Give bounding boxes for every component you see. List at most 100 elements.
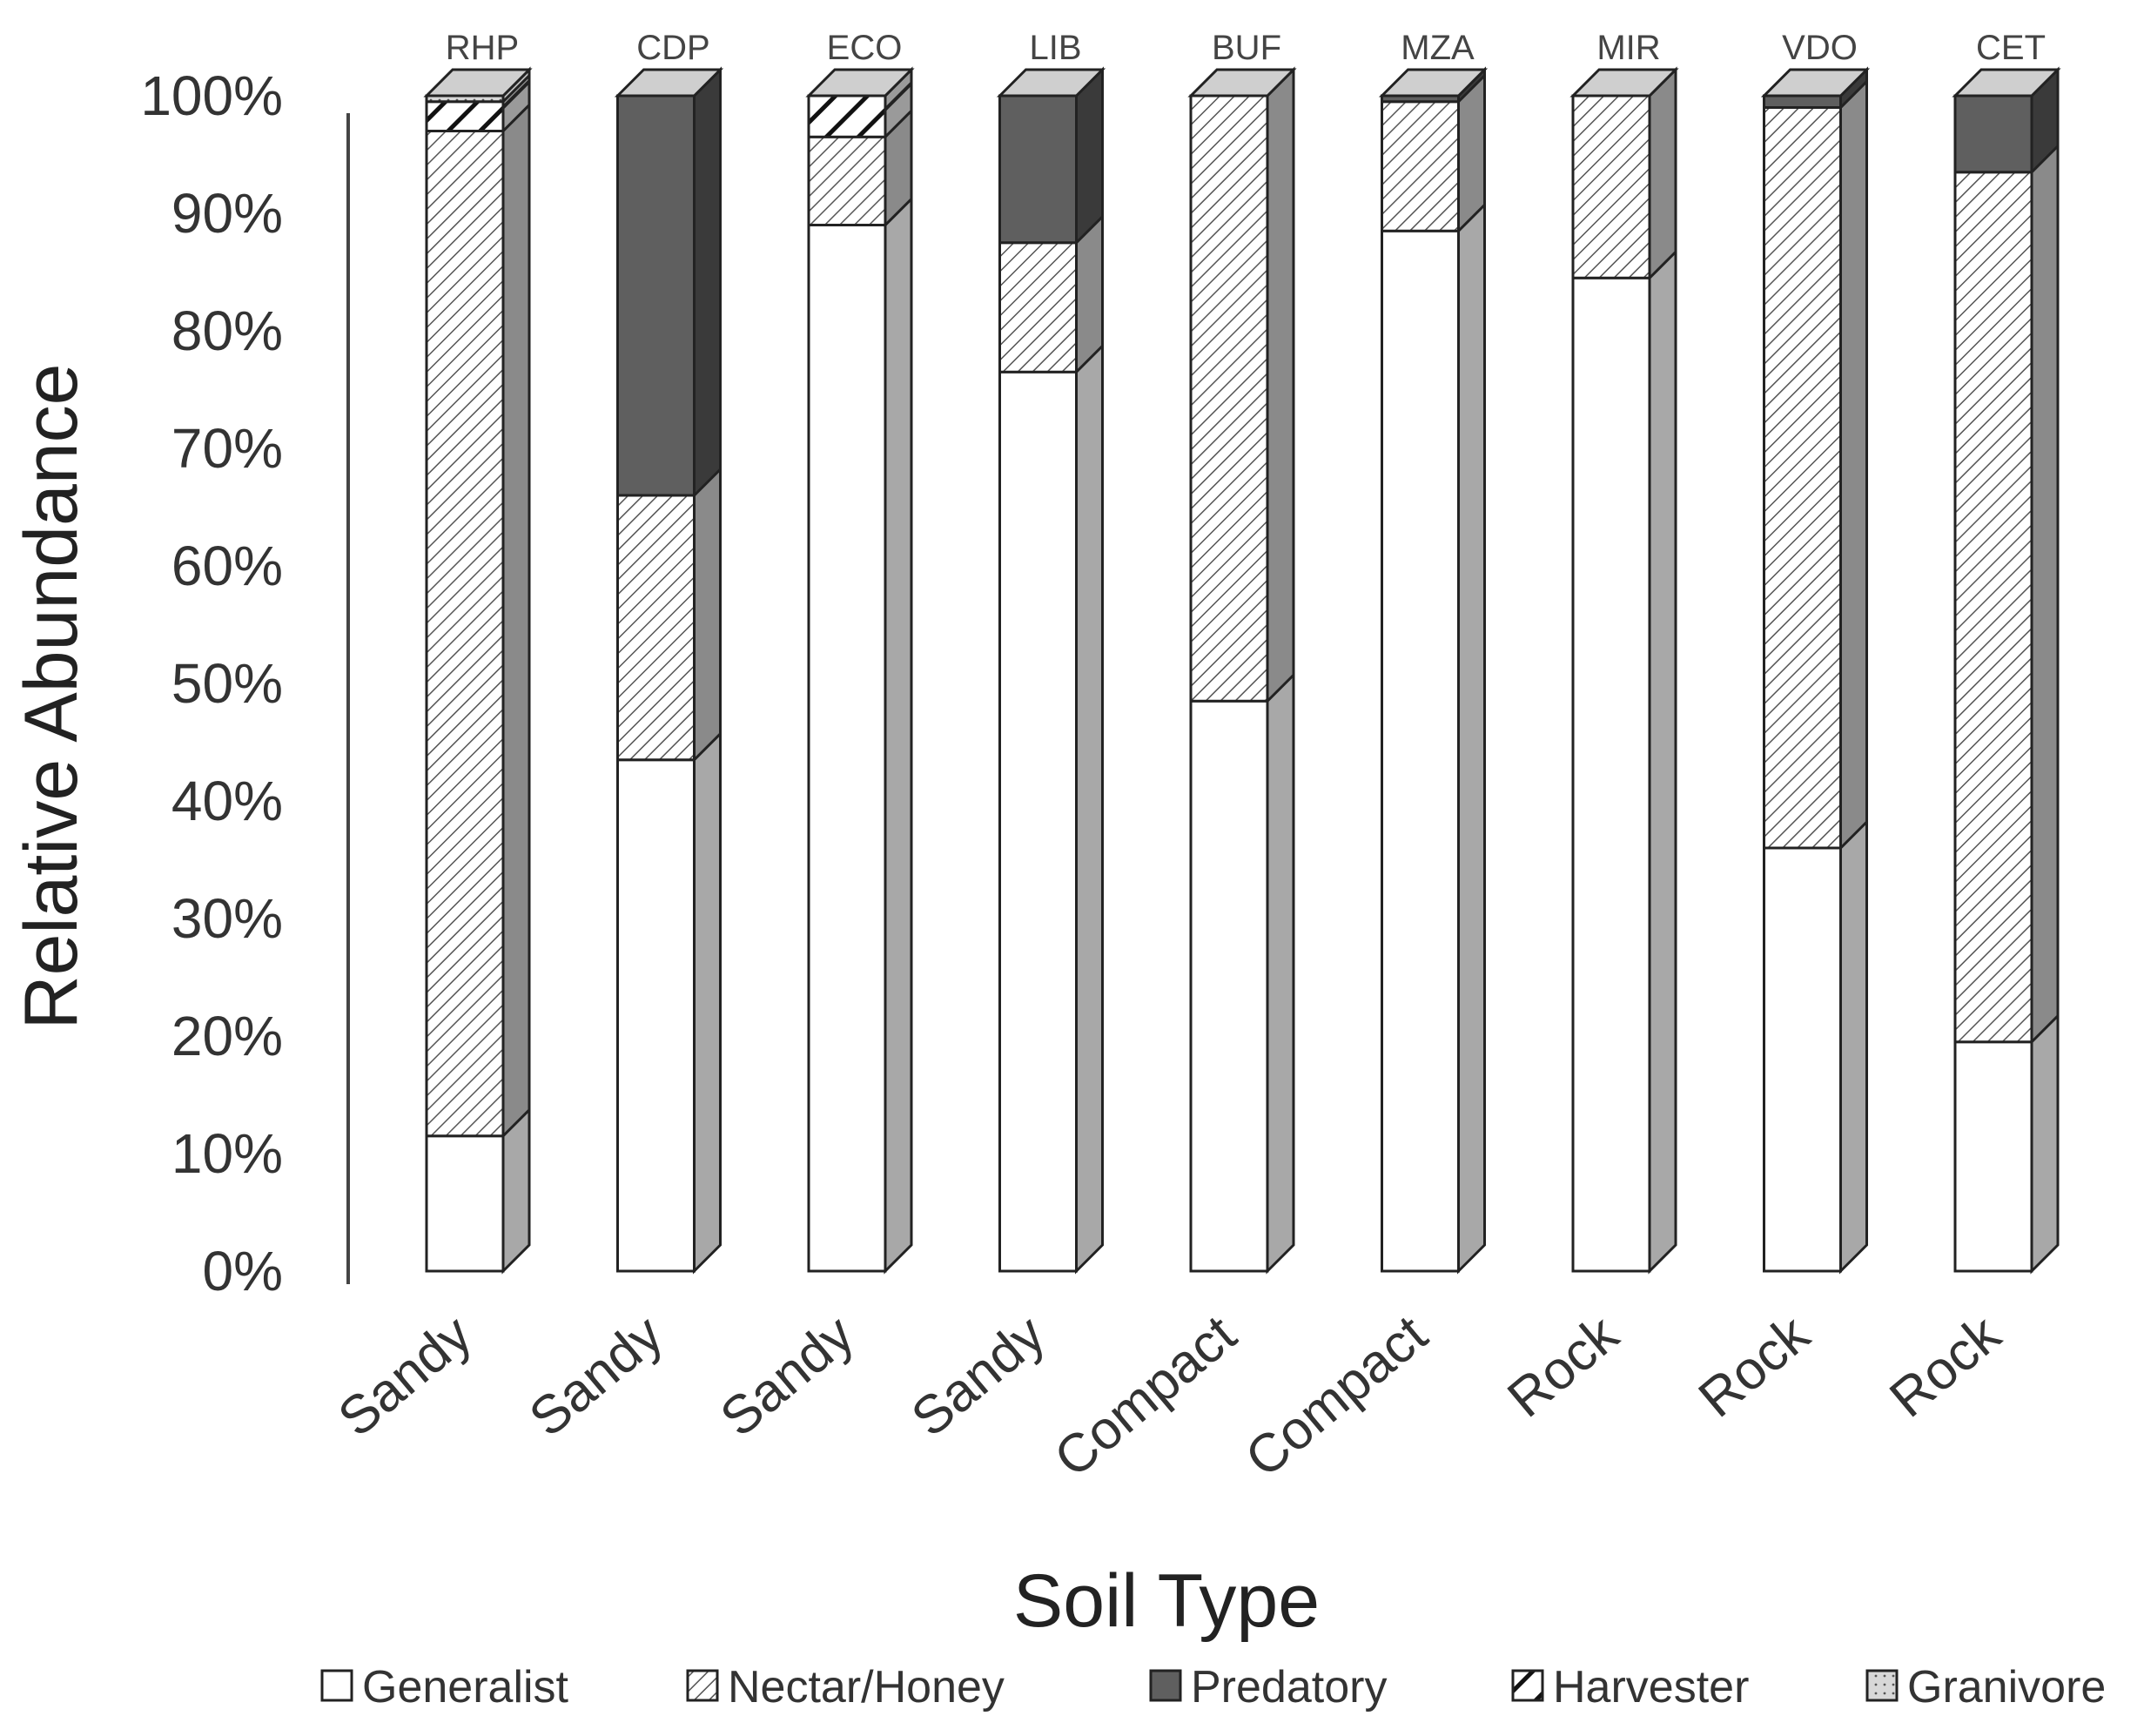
legend-item: Granivore xyxy=(1865,1662,2106,1712)
bar-top-face xyxy=(1187,68,1297,98)
bar-segment-side xyxy=(1075,66,1104,246)
site-label: RHP xyxy=(446,29,519,67)
bar-segment-side xyxy=(1457,201,1486,1275)
site-label: ECO xyxy=(827,29,903,67)
bar-stack xyxy=(1569,66,1679,1275)
bar-segment-front xyxy=(425,100,505,132)
x-category-label: Rock xyxy=(1496,1303,1630,1429)
y-tick-label: 30% xyxy=(171,887,283,950)
bar-segment-side xyxy=(1839,77,1868,851)
bar-stack xyxy=(805,66,915,1275)
bar-top-face xyxy=(1952,68,2061,98)
y-tick-label: 10% xyxy=(171,1122,283,1185)
site-label: BUF xyxy=(1212,29,1281,67)
y-tick-label: 40% xyxy=(171,770,283,832)
site-label: CDP xyxy=(636,29,709,67)
bar-top-face xyxy=(1378,68,1489,98)
y-tick-label: 50% xyxy=(171,652,283,715)
legend-label: Harvester xyxy=(1553,1662,1749,1712)
axes-layer: 0% 10% 20% 30% 40% 50% 60% 70% 80% 90% 100% Relativ… xyxy=(10,64,1320,1643)
y-tick-label: 60% xyxy=(171,535,283,597)
bar-segment-side xyxy=(501,1107,531,1275)
legend-swatch xyxy=(1865,1669,1899,1702)
bar-segment-front xyxy=(1189,699,1269,1273)
bar-segment-side xyxy=(2030,1013,2060,1275)
bar-segment-front xyxy=(425,1134,505,1273)
bar-top-face xyxy=(805,68,915,98)
bars-layer xyxy=(423,66,2061,1275)
bar-segment-front xyxy=(616,94,696,497)
y-axis-title: Relative Abundance xyxy=(10,363,93,1029)
legend-label: Nectar/Honey xyxy=(728,1662,1005,1712)
bar-segment-front xyxy=(807,94,887,138)
site-label: LIB xyxy=(1029,29,1081,67)
bar-segment-front xyxy=(1571,276,1651,1273)
legend-label: Granivore xyxy=(1907,1662,2106,1712)
bar-stack xyxy=(423,66,533,1275)
y-tick-label: 100% xyxy=(140,64,283,127)
legend-item: Predatory xyxy=(1149,1662,1387,1712)
x-category-label: Compact xyxy=(1234,1304,1438,1489)
legend-item: Harvester xyxy=(1511,1662,1749,1712)
x-category-label: Compact xyxy=(1044,1304,1247,1489)
bar-segment-side xyxy=(1648,248,1677,1275)
x-category-label: Rock xyxy=(1688,1303,1821,1429)
x-axis-title: Soil Type xyxy=(1013,1559,1320,1643)
bar-segment-side xyxy=(693,730,722,1275)
bar-segment-front xyxy=(998,370,1078,1273)
y-tick-label: 90% xyxy=(171,182,283,245)
site-label: MIR xyxy=(1596,29,1660,67)
bar-segment-front xyxy=(1763,846,1842,1273)
legend-item: Nectar/Honey xyxy=(686,1662,1005,1712)
legend-label: Generalist xyxy=(362,1662,569,1712)
legend: Generalist Nectar/Honey Predatory Harvester… xyxy=(320,1662,2106,1712)
legend-swatch xyxy=(686,1669,719,1702)
bar-top-face xyxy=(1760,68,1871,98)
bar-segment-front xyxy=(998,94,1078,245)
bar-top-face xyxy=(996,68,1106,98)
y-tick-label: 20% xyxy=(171,1005,283,1067)
bar-segment-front xyxy=(1381,100,1460,232)
bar-segment-front xyxy=(1953,1040,2033,1273)
bar-segment-side xyxy=(693,66,722,499)
bar-stack xyxy=(614,66,724,1275)
bar-segment-front xyxy=(1763,94,1842,109)
bar-segment-front xyxy=(1953,94,2033,174)
legend-label: Predatory xyxy=(1191,1662,1387,1712)
site-label: VDO xyxy=(1782,29,1858,67)
legend-swatch xyxy=(320,1669,353,1702)
site-label: CET xyxy=(1976,29,2046,67)
bar-segment-side xyxy=(501,101,531,1140)
bar-segment-front xyxy=(1381,229,1460,1273)
bar-segment-side xyxy=(1075,342,1104,1275)
x-category-label: Sandy xyxy=(709,1304,865,1449)
legend-swatch xyxy=(1511,1669,1544,1702)
bar-segment-front xyxy=(1189,94,1269,703)
bar-stack xyxy=(1187,66,1297,1275)
y-tick-label: 0% xyxy=(203,1240,284,1302)
bar-segment-front xyxy=(616,758,696,1273)
bar-top-face xyxy=(1569,68,1679,98)
bar-segment-front xyxy=(807,135,887,226)
x-category-label: Sandy xyxy=(327,1304,483,1449)
bar-stack xyxy=(1378,66,1489,1275)
bar-segment-side xyxy=(2030,143,2060,1046)
bar-stack xyxy=(1760,66,1871,1275)
bar-top-face xyxy=(423,68,533,98)
bar-segment-side xyxy=(1839,818,1868,1275)
bar-segment-side xyxy=(693,466,722,764)
bar-segment-front xyxy=(807,224,887,1273)
bar-stack xyxy=(1952,66,2061,1275)
legend-item: Generalist xyxy=(320,1662,569,1712)
bar-segment-side xyxy=(1648,66,1677,281)
legend-swatch xyxy=(1149,1669,1182,1702)
bar-segment-front xyxy=(1953,171,2033,1044)
x-category-label: Sandy xyxy=(518,1304,674,1449)
bar-segment-front xyxy=(998,241,1078,373)
y-tick-label: 80% xyxy=(171,299,283,362)
bar-top-face xyxy=(614,68,724,98)
x-category-label: Sandy xyxy=(900,1304,1056,1449)
bar-stack xyxy=(996,66,1106,1275)
